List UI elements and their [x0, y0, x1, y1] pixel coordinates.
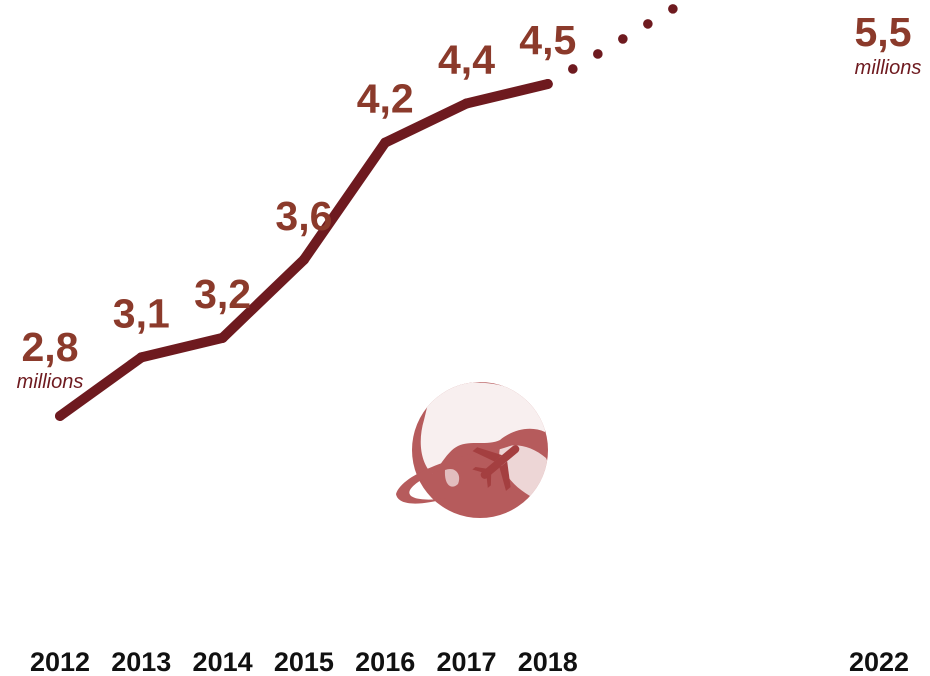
value-label-2014: 3,2 [194, 271, 251, 317]
data-point-2016 [380, 137, 391, 148]
line-segment-2016-2017 [380, 98, 472, 148]
projection-dot [593, 49, 603, 59]
value-label-2012: 2,8 [22, 324, 79, 370]
value-label-2015: 3,6 [275, 193, 332, 239]
projection-dots [568, 4, 678, 74]
year-label-2014: 2014 [193, 647, 253, 676]
data-point-2012 [55, 411, 65, 421]
unit-labels: millions millions [17, 57, 922, 393]
projection-dot [668, 4, 678, 14]
globe-airplane-icon [396, 382, 548, 518]
projection-dot [568, 64, 578, 74]
value-label-2013: 3,1 [113, 290, 170, 336]
year-label-2016: 2016 [355, 647, 415, 676]
line-segment-2017-2018 [461, 78, 553, 109]
data-point-2013 [136, 352, 147, 363]
line-segment-2014-2015 [217, 254, 309, 343]
value-label-2022: 5,5 [855, 9, 912, 55]
year-labels: 2012 2013 2014 2015 2016 2017 2018 2022 [30, 647, 909, 676]
line-segment-2013-2014 [136, 332, 228, 363]
data-point-2017 [461, 98, 472, 109]
value-labels: 2,8 3,1 3,2 3,6 4,2 4,4 4,5 5,5 [22, 9, 912, 370]
year-label-2017: 2017 [436, 647, 496, 676]
data-point-2018 [542, 78, 553, 89]
unit-label-2022: millions [855, 57, 922, 79]
data-point-2015 [298, 254, 309, 265]
year-label-2012: 2012 [30, 647, 90, 676]
value-label-2017: 4,4 [438, 37, 495, 83]
year-label-2013: 2013 [111, 647, 171, 676]
unit-label-2012: millions [17, 371, 84, 393]
year-label-2018: 2018 [518, 647, 578, 676]
projection-dot [618, 34, 628, 44]
value-label-2016: 4,2 [357, 76, 414, 122]
year-label-2022: 2022 [849, 647, 909, 676]
data-point-2014 [217, 332, 228, 343]
line-segment-2015-2016 [298, 137, 391, 265]
line-segment-2012-2013 [55, 352, 147, 421]
series-lines [55, 78, 553, 421]
year-label-2015: 2015 [274, 647, 334, 676]
value-label-2018: 4,5 [519, 17, 576, 63]
projection-dot [643, 19, 653, 29]
